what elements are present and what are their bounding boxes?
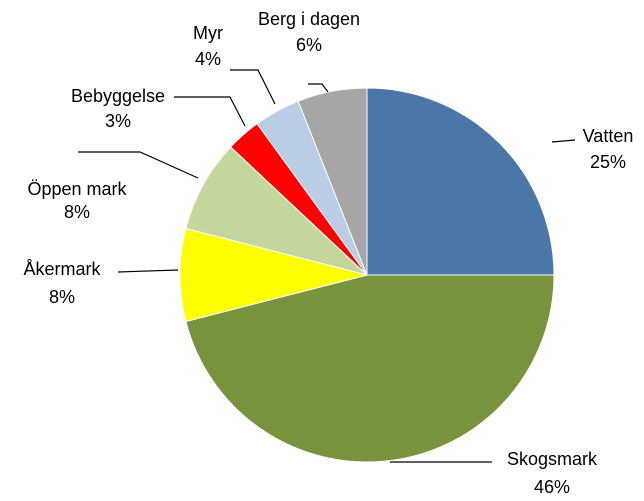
value-label: 3% bbox=[105, 111, 131, 131]
leader-line bbox=[78, 151, 199, 179]
pie-slice bbox=[185, 146, 368, 276]
slice-label: Bebyggelse bbox=[71, 86, 165, 106]
slice-label: Vatten bbox=[583, 126, 634, 146]
leader-line bbox=[230, 69, 276, 105]
slice-label: Myr bbox=[193, 23, 223, 43]
slice-label: Skogsmark bbox=[507, 449, 598, 469]
slice-label: Öppen mark bbox=[27, 179, 127, 199]
value-label: 8% bbox=[49, 287, 75, 307]
value-label: 8% bbox=[64, 202, 90, 222]
leader-line bbox=[117, 269, 179, 273]
leader-line bbox=[308, 83, 329, 93]
value-label: 4% bbox=[195, 49, 221, 69]
value-label: 25% bbox=[590, 152, 626, 172]
slice-label: Berg i dagen bbox=[258, 9, 360, 29]
value-label: 46% bbox=[534, 477, 570, 497]
pie-slice bbox=[297, 87, 368, 276]
pie-slice bbox=[366, 87, 555, 276]
slice-label: Åkermark bbox=[23, 259, 101, 279]
leader-line bbox=[174, 96, 246, 127]
pie-slice bbox=[179, 227, 368, 323]
leader-line bbox=[551, 139, 576, 143]
value-label: 6% bbox=[296, 35, 322, 55]
pie-slice bbox=[185, 274, 555, 463]
